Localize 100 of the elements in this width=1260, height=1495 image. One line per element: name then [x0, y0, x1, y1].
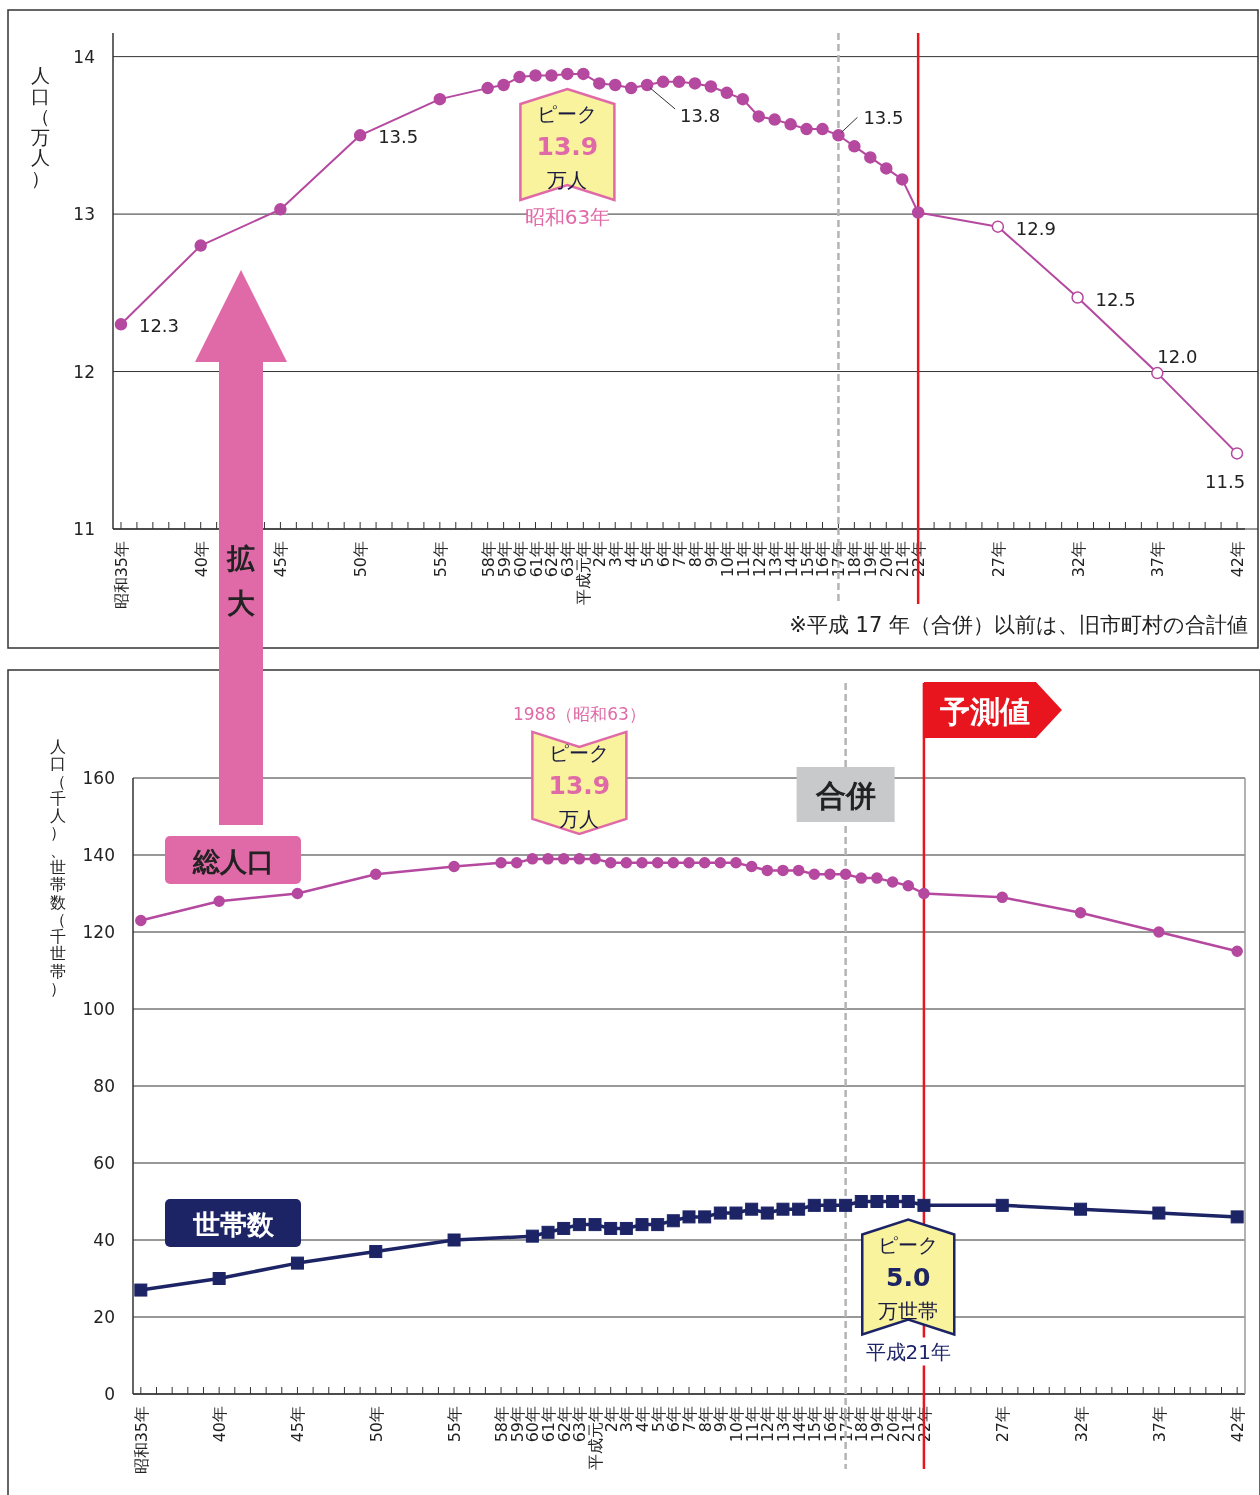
point — [525, 1229, 539, 1243]
x-tick-label: 40年 — [210, 1406, 230, 1443]
point — [839, 868, 852, 880]
y-tick-label: 12 — [73, 361, 95, 382]
point — [290, 1256, 304, 1270]
point — [577, 67, 590, 81]
point — [620, 856, 633, 869]
point — [996, 891, 1008, 904]
point — [1153, 926, 1165, 938]
point — [886, 1195, 900, 1208]
point — [656, 75, 670, 89]
y-tick-label: 13 — [73, 204, 95, 225]
y-tick-label: 120 — [82, 922, 115, 942]
point — [800, 122, 813, 136]
point — [682, 1210, 696, 1224]
point — [541, 1225, 555, 1239]
point — [529, 69, 542, 82]
x-tick-label: 50年 — [351, 541, 371, 578]
x-tick-label: 27年 — [988, 541, 1008, 578]
point — [1074, 907, 1087, 919]
x-tick-label: 40年 — [191, 541, 211, 578]
point — [635, 1218, 649, 1232]
point — [370, 868, 382, 880]
point — [604, 1221, 618, 1235]
point — [1152, 1206, 1166, 1220]
data-label: 13.5 — [863, 107, 904, 129]
y-tick-label: 140 — [82, 845, 115, 865]
point — [369, 1245, 383, 1259]
point — [114, 318, 128, 331]
point — [824, 868, 836, 880]
point — [526, 853, 539, 865]
point — [588, 1218, 602, 1232]
ref-line-label: 予測値 — [938, 694, 1030, 729]
point — [886, 876, 899, 888]
point — [672, 75, 686, 89]
x-tick-label: 60年 — [523, 1406, 543, 1443]
point — [557, 853, 570, 865]
point — [497, 78, 510, 92]
annotation: ピーク13.9万人 — [548, 740, 611, 831]
x-tick-label: 42年 — [1228, 541, 1248, 578]
point — [911, 206, 925, 219]
x-tick-label: 32年 — [1071, 1406, 1091, 1443]
point — [839, 1198, 853, 1212]
point — [688, 77, 702, 90]
point — [760, 1206, 774, 1220]
point — [353, 129, 367, 142]
point — [667, 856, 680, 869]
point — [608, 78, 622, 92]
point — [917, 1198, 931, 1212]
point — [1230, 447, 1244, 460]
point — [854, 1195, 868, 1208]
point — [816, 122, 829, 136]
x-tick-label: 45年 — [271, 541, 291, 578]
point — [1231, 945, 1243, 957]
x-tick-label: 20年 — [883, 1406, 903, 1443]
point — [713, 1206, 727, 1220]
y-tick-label: 100 — [82, 999, 115, 1019]
point — [991, 220, 1005, 233]
y-tick-label: 80 — [93, 1076, 115, 1096]
point — [135, 914, 147, 927]
point — [698, 856, 711, 869]
point — [777, 864, 789, 877]
y-tick-label: 14 — [73, 46, 95, 67]
point — [134, 1283, 148, 1297]
x-tick-label: 45年 — [288, 1406, 308, 1443]
point — [604, 856, 617, 869]
point — [619, 1221, 633, 1235]
point — [593, 77, 606, 90]
y-tick-label: 20 — [93, 1307, 115, 1327]
point — [1071, 291, 1084, 304]
point — [651, 1218, 665, 1232]
point — [823, 1198, 837, 1212]
point — [864, 151, 877, 164]
point — [730, 856, 742, 869]
point — [481, 81, 494, 95]
point — [768, 113, 781, 126]
point — [194, 239, 207, 252]
point — [870, 1195, 884, 1208]
point — [213, 895, 225, 907]
point — [698, 1210, 712, 1224]
point — [666, 1214, 680, 1228]
y-axis-title: 人口（万人） — [30, 64, 50, 189]
point — [636, 856, 648, 869]
point — [901, 1195, 915, 1208]
point — [880, 162, 893, 175]
x-tick-label: 50年 — [366, 1406, 386, 1443]
x-tick-label: 27年 — [993, 1406, 1013, 1443]
point — [573, 853, 586, 865]
x-tick-label: 32年 — [1068, 541, 1088, 578]
point — [792, 1202, 806, 1216]
point — [557, 1221, 571, 1235]
point — [1151, 366, 1164, 380]
point — [542, 853, 554, 865]
point — [776, 1202, 790, 1216]
point — [495, 856, 507, 869]
annotation: ピーク5.0万世帯 — [878, 1232, 939, 1323]
point — [808, 868, 821, 880]
point — [736, 92, 750, 106]
point — [761, 864, 774, 877]
data-label: 12.5 — [1095, 288, 1136, 310]
